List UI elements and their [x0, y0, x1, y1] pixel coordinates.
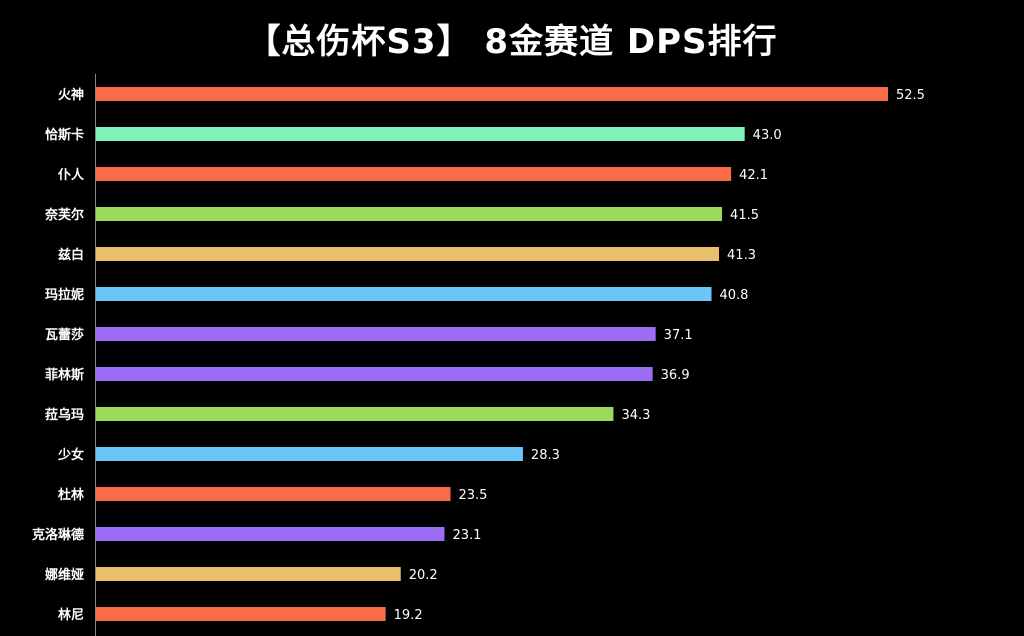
bar: [96, 207, 723, 221]
value-labels-group: 52.5 43.0 42.1 41.5 41.3 40.8 37.1 36.9 34.3 28.3…: [394, 88, 925, 623]
category-label: 娜维娅: [45, 567, 84, 583]
value-label: 40.8: [719, 288, 748, 303]
value-label: 52.5: [896, 88, 925, 103]
value-label: 42.1: [739, 168, 768, 183]
value-label: 43.0: [753, 128, 782, 143]
category-label: 林尼: [58, 607, 84, 623]
category-label: 奈芙尔: [44, 207, 84, 223]
value-label: 34.3: [621, 408, 650, 423]
category-label: 少女: [57, 447, 84, 463]
value-label: 28.3: [531, 448, 560, 463]
value-label: 23.1: [452, 528, 481, 543]
bar: [96, 367, 653, 381]
category-label: 兹白: [58, 247, 84, 263]
bar: [96, 487, 451, 501]
value-label: 41.3: [727, 248, 756, 263]
bar: [96, 527, 445, 541]
bars-group: [96, 87, 888, 621]
value-label: 37.1: [664, 328, 693, 343]
category-label: 菈乌玛: [45, 407, 84, 423]
bar: [96, 87, 888, 101]
category-label: 火神: [58, 87, 84, 103]
category-label: 克洛琳德: [32, 527, 84, 543]
category-label: 瓦蕾莎: [45, 327, 84, 343]
category-label: 杜林: [58, 487, 84, 503]
value-label: 41.5: [730, 208, 759, 223]
bar: [96, 407, 614, 421]
value-label: 19.2: [394, 608, 423, 623]
bar: [96, 447, 523, 461]
bar: [96, 167, 732, 181]
value-label: 36.9: [661, 368, 690, 383]
bar: [96, 567, 401, 581]
category-label: 仆人: [58, 167, 85, 183]
category-label: 恰斯卡: [45, 127, 84, 143]
category-label: 玛拉妮: [45, 287, 84, 303]
chart-title: 【总伤杯S3】 8金赛道 DPS排行: [246, 22, 778, 62]
value-label: 20.2: [409, 568, 438, 583]
bar: [96, 607, 386, 621]
value-label: 23.5: [459, 488, 488, 503]
category-label: 菲林斯: [45, 367, 84, 383]
bar: [96, 127, 745, 141]
bar: [96, 327, 656, 341]
bar: [96, 287, 712, 301]
bar: [96, 247, 720, 261]
